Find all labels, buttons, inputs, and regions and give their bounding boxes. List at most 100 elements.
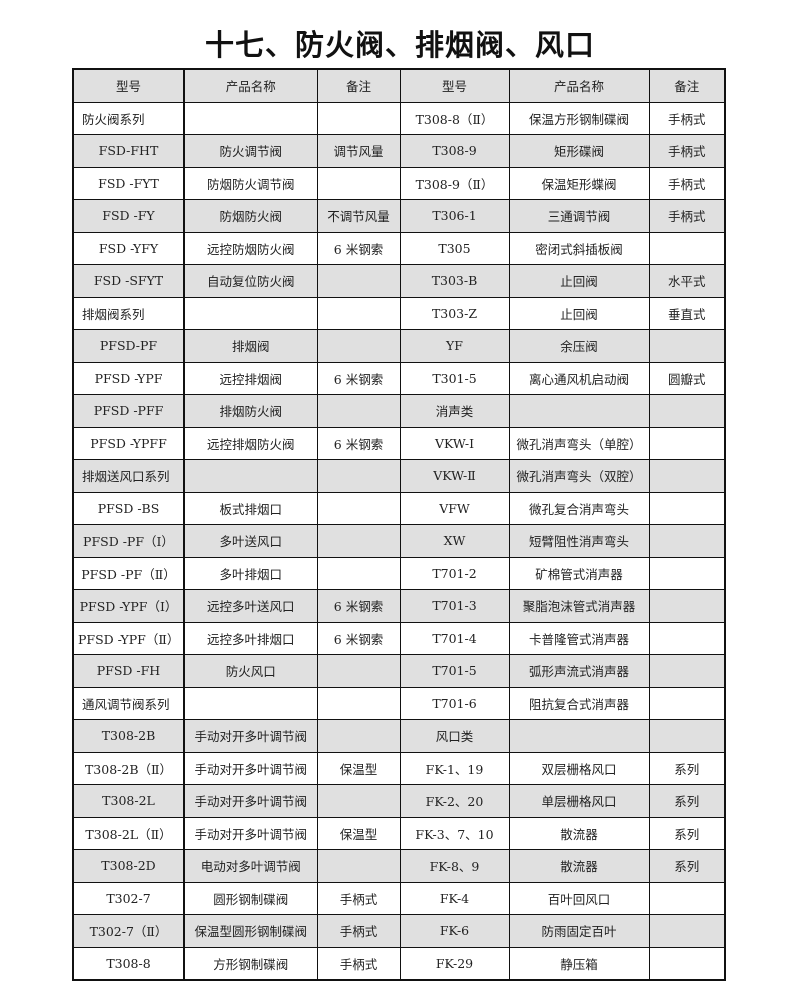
- table-header-row: 型号 产品名称 备注 型号 产品名称 备注: [72, 68, 726, 103]
- table-cell: [316, 654, 401, 688]
- table-row: T308-2B 手动对开多叶调节阀 风口类: [72, 719, 726, 753]
- table-cell: T305: [399, 231, 510, 265]
- table-cell: [648, 426, 726, 460]
- table-cell: [316, 686, 401, 720]
- table-cell: 三通调节阀: [508, 199, 650, 233]
- table-cell: T701-5: [399, 654, 510, 688]
- table-cell: 防烟防火调节阀: [183, 166, 318, 200]
- table-cell: T308-2B: [72, 719, 185, 753]
- table-cell: [648, 491, 726, 525]
- table-cell: 防雨固定百叶: [508, 914, 650, 948]
- table-cell: 单层栅格风口: [508, 784, 650, 818]
- table-row: T308-8 方形钢制碟阀 手柄式 FK-29 静压箱: [72, 946, 726, 981]
- table-cell: T701-3: [399, 589, 510, 623]
- table-cell: [316, 296, 401, 330]
- table-cell: 多叶排烟口: [183, 556, 318, 590]
- table-cell: 聚脂泡沫管式消声器: [508, 589, 650, 623]
- table-cell: [648, 621, 726, 655]
- table-cell: PFSD -PF（Ⅰ）: [72, 524, 185, 558]
- table-cell: T308-9: [399, 134, 510, 168]
- table-cell: 矩形碟阀: [508, 134, 650, 168]
- table-row: PFSD -YPFF 远控排烟防火阀 6 米钢索 VKW-Ⅰ 微孔消声弯头（单腔）: [72, 426, 726, 460]
- table-row: T302-7（Ⅱ） 保温型圆形钢制碟阀 手柄式 FK-6 防雨固定百叶: [72, 914, 726, 948]
- table-row: T302-7 圆形钢制碟阀 手柄式 FK-4 百叶回风口: [72, 881, 726, 915]
- table-row: 通风调节阀系列 T701-6 阻抗复合式消声器: [72, 686, 726, 720]
- table-cell: 防火风口: [183, 654, 318, 688]
- table-cell: T308-8: [72, 946, 185, 981]
- table-cell: [316, 784, 401, 818]
- table-cell: FSD -SFYT: [72, 264, 185, 298]
- table-cell: 余压阀: [508, 329, 650, 363]
- table-cell: [508, 719, 650, 753]
- table-cell: T701-4: [399, 621, 510, 655]
- table-cell: 手动对开多叶调节阀: [183, 719, 318, 753]
- table-cell: 防火调节阀: [183, 134, 318, 168]
- table-cell: FK-6: [399, 914, 510, 948]
- table-cell: 保温型: [316, 816, 401, 850]
- table-cell: PFSD -FH: [72, 654, 185, 688]
- table-cell: 手柄式: [648, 166, 726, 200]
- table-cell: 圆形钢制碟阀: [183, 881, 318, 915]
- table-cell: VKW-Ⅱ: [399, 459, 510, 493]
- table-cell: 保温方形钢制碟阀: [508, 101, 650, 135]
- table-cell: 手柄式: [316, 881, 401, 915]
- column-header: 备注: [648, 68, 726, 103]
- table-cell: 防烟防火阀: [183, 199, 318, 233]
- table-cell: PFSD -PFF: [72, 394, 185, 428]
- table-cell: 排烟防火阀: [183, 394, 318, 428]
- table-cell: T302-7（Ⅱ）: [72, 914, 185, 948]
- table-cell: [648, 524, 726, 558]
- table-cell: 远控排烟防火阀: [183, 426, 318, 460]
- table-cell: [648, 459, 726, 493]
- table-cell: PFSD -PF（Ⅱ）: [72, 556, 185, 590]
- table-cell: 远控防烟防火阀: [183, 231, 318, 265]
- table-cell: 微孔消声弯头（双腔）: [508, 459, 650, 493]
- table-cell: [508, 394, 650, 428]
- table-cell: PFSD -YPFF: [72, 426, 185, 460]
- table-cell: PFSD -YPF: [72, 361, 185, 395]
- table-cell: [648, 231, 726, 265]
- table-cell: FSD -YFY: [72, 231, 185, 265]
- table-cell: T308-2L: [72, 784, 185, 818]
- table-row: FSD -SFYT 自动复位防火阀 T303-B 止回阀 水平式: [72, 264, 726, 298]
- column-header: 备注: [316, 68, 401, 103]
- table-cell: 板式排烟口: [183, 491, 318, 525]
- table-cell: [648, 394, 726, 428]
- table-cell: 散流器: [508, 849, 650, 883]
- table-cell: 排烟阀系列: [72, 296, 185, 330]
- table-cell: 散流器: [508, 816, 650, 850]
- table-cell: 手动对开多叶调节阀: [183, 784, 318, 818]
- table-cell: 短臂阻性消声弯头: [508, 524, 650, 558]
- table-row: 排烟送风口系列 VKW-Ⅱ 微孔消声弯头（双腔）: [72, 459, 726, 493]
- table-cell: 手动对开多叶调节阀: [183, 751, 318, 785]
- table-cell: 远控多叶送风口: [183, 589, 318, 623]
- table-cell: VFW: [399, 491, 510, 525]
- table-cell: FK-4: [399, 881, 510, 915]
- table-cell: [183, 459, 318, 493]
- table-cell: 手柄式: [648, 101, 726, 135]
- table-cell: FK-29: [399, 946, 510, 981]
- table-cell: 远控多叶排烟口: [183, 621, 318, 655]
- table-cell: [648, 589, 726, 623]
- table-cell: 电动对多叶调节阀: [183, 849, 318, 883]
- table-cell: FK-8、9: [399, 849, 510, 883]
- table-cell: [316, 849, 401, 883]
- table-cell: 6 米钢索: [316, 589, 401, 623]
- table-cell: [648, 686, 726, 720]
- table-cell: T306-1: [399, 199, 510, 233]
- column-header: 型号: [399, 68, 510, 103]
- table-cell: 手柄式: [316, 946, 401, 981]
- table-cell: [648, 329, 726, 363]
- table-cell: [316, 459, 401, 493]
- table-cell: FSD-FHT: [72, 134, 185, 168]
- table-cell: 百叶回风口: [508, 881, 650, 915]
- table-cell: [316, 491, 401, 525]
- table-cell: [648, 654, 726, 688]
- table-cell: 排烟送风口系列: [72, 459, 185, 493]
- table-cell: [648, 719, 726, 753]
- table-cell: 止回阀: [508, 296, 650, 330]
- table-cell: 排烟阀: [183, 329, 318, 363]
- table-cell: [316, 394, 401, 428]
- table-cell: VKW-Ⅰ: [399, 426, 510, 460]
- table-cell: 双层栅格风口: [508, 751, 650, 785]
